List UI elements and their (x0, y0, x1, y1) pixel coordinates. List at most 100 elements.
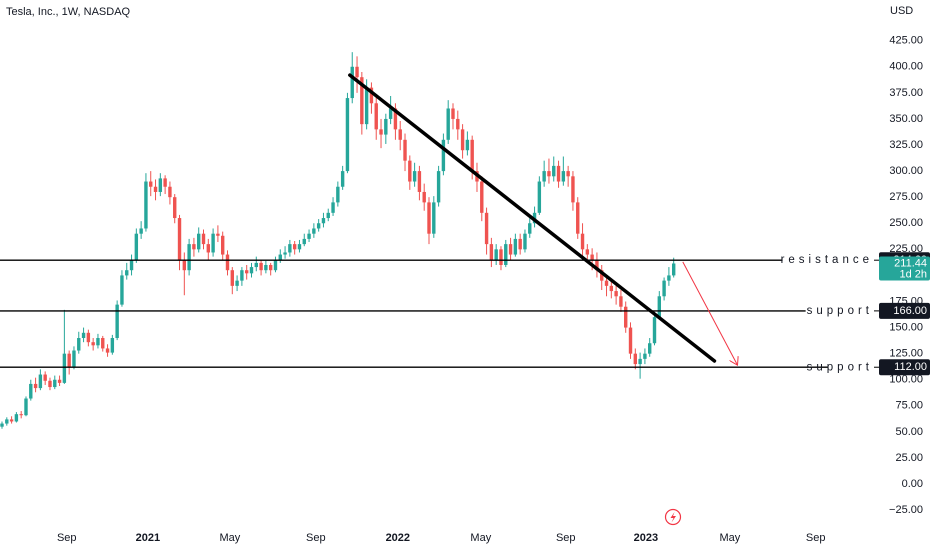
candle-body (580, 233, 585, 250)
candle-body (158, 178, 163, 192)
candle-body (278, 254, 282, 260)
y-tick-label: 425.00 (889, 35, 923, 47)
candle-body (96, 338, 100, 346)
candle-body (134, 233, 139, 260)
y-tick-label: 50.00 (895, 426, 923, 438)
candle-body (53, 379, 57, 388)
candle-body (441, 139, 446, 172)
candle-body (609, 285, 614, 292)
candle-body (547, 171, 551, 177)
level-value-box (879, 359, 930, 376)
candle-body (648, 343, 652, 354)
candle-body (408, 160, 412, 182)
candle-body (542, 171, 546, 182)
candle-body (667, 275, 671, 281)
candle-body (336, 186, 340, 203)
candle-body (120, 275, 124, 305)
y-tick-label: 150.00 (889, 321, 923, 333)
level-value-label: 112.00 (894, 361, 927, 373)
candle-body (465, 139, 470, 151)
candle-body (499, 249, 503, 265)
candle-body (173, 197, 177, 219)
x-tick-label: Sep (806, 532, 826, 544)
candle-body (316, 223, 321, 229)
candle-body (556, 165, 561, 182)
candle-body (312, 228, 316, 234)
candle-body (657, 296, 662, 318)
candle-body (355, 66, 359, 78)
candle-body (537, 181, 542, 213)
candle-body (67, 353, 71, 368)
candle-body (43, 374, 47, 381)
candle-body (633, 353, 638, 365)
candle-body (470, 139, 474, 172)
candle-body (81, 332, 86, 339)
y-tick-label: 25.00 (895, 452, 923, 464)
candle-body (624, 306, 628, 328)
event-icon (664, 508, 682, 526)
x-tick-label: May (220, 532, 241, 544)
axis-unit: USD (890, 5, 913, 17)
candle-body (125, 270, 129, 276)
candle-body (5, 419, 9, 424)
candle-body (518, 238, 522, 250)
candle-body (652, 317, 657, 344)
candle-body (417, 171, 422, 192)
x-tick-label: Sep (306, 532, 326, 544)
candle-body (393, 108, 398, 130)
candle-body (600, 270, 604, 281)
x-tick-label: Sep (57, 532, 77, 544)
candle-body (33, 383, 38, 389)
candle-body (427, 202, 431, 234)
candle-body (671, 263, 676, 276)
candle-body (153, 186, 158, 192)
candle-body (197, 233, 201, 250)
candle-body (240, 270, 244, 281)
candle-body (225, 254, 230, 271)
candle-body (48, 380, 52, 388)
candle-body (614, 291, 618, 297)
candle-body (350, 66, 354, 99)
candle-body (86, 332, 91, 343)
last-price-label: 211.44 (894, 257, 927, 269)
candle-body (57, 379, 62, 383)
candle-body (384, 118, 388, 135)
candle-body (249, 267, 254, 274)
candle-body (585, 249, 590, 255)
candle-body (480, 181, 484, 213)
candle-body (110, 338, 115, 353)
candle-body (302, 238, 306, 245)
candle-body (489, 244, 494, 260)
countdown-label: 1d 2h (899, 268, 927, 280)
candle-body (638, 358, 642, 365)
trend-line (348, 73, 717, 363)
arrow (682, 261, 738, 365)
y-tick-label: 250.00 (889, 217, 923, 229)
candle-body (273, 259, 278, 271)
candle-body (436, 171, 441, 203)
candle-body (422, 191, 426, 203)
candle-body (230, 270, 234, 286)
candle-body (77, 338, 81, 351)
candle-body (105, 348, 110, 353)
candle-body (340, 171, 345, 187)
candle-body (139, 228, 143, 234)
candle-body (528, 223, 532, 234)
candle-body (163, 178, 167, 187)
candle-body (0, 423, 4, 427)
candle-body (494, 249, 498, 260)
candle-body (628, 327, 633, 354)
candle-body (38, 374, 43, 389)
candle-body (604, 280, 609, 286)
candle-body (432, 202, 436, 234)
candle-body (14, 414, 19, 422)
y-tick-label: 325.00 (889, 139, 923, 151)
candle-body (115, 304, 119, 339)
x-tick-label: 2022 (386, 532, 410, 544)
candle-body (24, 398, 28, 416)
candle-body (360, 77, 364, 125)
x-tick-label: May (470, 532, 491, 544)
candle-body (412, 171, 417, 182)
